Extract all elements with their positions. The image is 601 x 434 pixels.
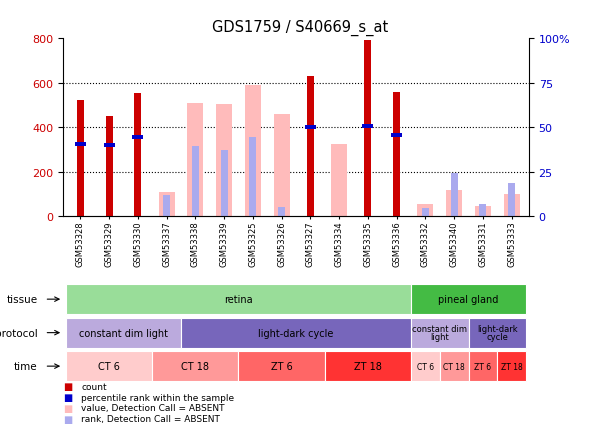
Bar [504,194,519,217]
Bar [475,207,491,217]
Text: ZT 6: ZT 6 [474,362,492,371]
Text: ■: ■ [63,414,72,424]
Bar [362,125,373,129]
Text: CT 18: CT 18 [182,362,209,371]
Text: GDS1759 / S40669_s_at: GDS1759 / S40669_s_at [212,20,389,36]
Bar [159,192,174,217]
Bar [103,144,115,148]
Bar [66,284,411,315]
Bar [134,93,141,217]
Bar [508,183,515,217]
Text: count: count [81,382,107,391]
Bar [239,351,325,381]
Bar [469,351,497,381]
Bar [325,351,411,381]
Bar [188,103,203,217]
Text: retina: retina [224,295,253,304]
Text: ■: ■ [63,392,72,402]
Bar [216,105,232,217]
Bar [479,204,486,217]
Bar [391,134,402,138]
Bar [221,151,228,217]
Bar [273,115,290,217]
Bar [66,318,181,348]
Bar [66,351,152,381]
Bar [446,191,462,217]
Bar [411,351,440,381]
Text: constant dim light: constant dim light [79,328,168,338]
Bar [245,85,261,217]
Text: ZT 18: ZT 18 [501,362,522,371]
Text: light-dark
cycle: light-dark cycle [477,324,517,342]
Bar [497,351,526,381]
Bar [440,351,469,381]
Bar [249,138,257,217]
Text: percentile rank within the sample: percentile rank within the sample [81,393,234,401]
Text: CT 6: CT 6 [98,362,120,371]
Bar [163,195,170,217]
Bar [422,209,429,217]
Text: protocol: protocol [0,328,37,338]
Text: constant dim
light: constant dim light [412,324,467,342]
Text: tissue: tissue [7,295,37,304]
Bar [278,208,285,217]
Bar [77,101,84,217]
Bar [106,117,113,217]
Bar [192,147,199,217]
Bar [451,173,458,217]
Text: CT 18: CT 18 [444,362,465,371]
Bar [181,318,411,348]
Text: ZT 18: ZT 18 [354,362,382,371]
Bar [152,351,239,381]
Text: pineal gland: pineal gland [438,295,499,304]
Bar [411,284,526,315]
Text: rank, Detection Call = ABSENT: rank, Detection Call = ABSENT [81,414,220,423]
Bar [331,145,347,217]
Bar [75,142,86,146]
Text: time: time [14,362,37,371]
Text: CT 6: CT 6 [417,362,434,371]
Bar [418,204,433,217]
Text: ZT 6: ZT 6 [270,362,293,371]
Text: value, Detection Call = ABSENT: value, Detection Call = ABSENT [81,404,225,412]
Text: light-dark cycle: light-dark cycle [258,328,334,338]
Text: ■: ■ [63,381,72,391]
Bar [411,318,469,348]
Bar [469,318,526,348]
Bar [393,92,400,217]
Bar [305,126,316,130]
Bar [364,41,371,217]
Bar [132,136,144,140]
Bar [307,77,314,217]
Text: ■: ■ [63,403,72,413]
